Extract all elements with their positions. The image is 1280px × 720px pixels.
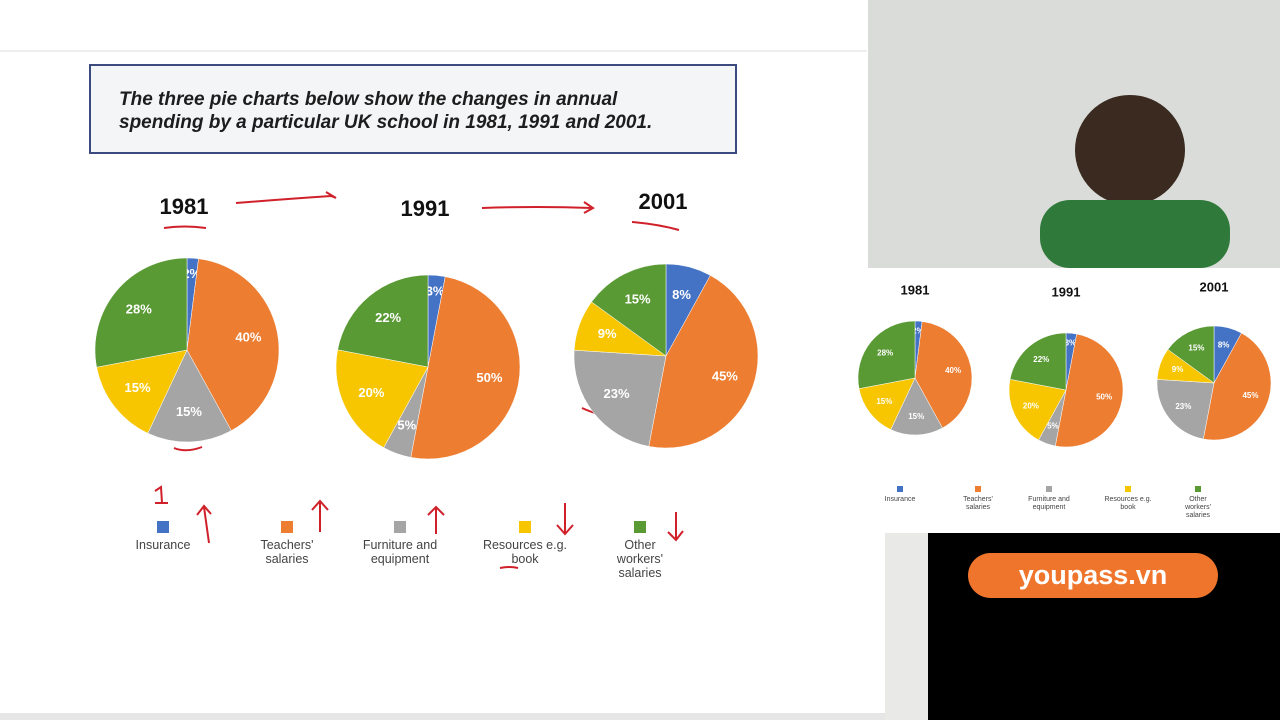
pie-slice xyxy=(96,349,188,434)
pie-slice xyxy=(94,257,188,368)
pie-slice xyxy=(857,320,916,389)
legend-label: Other workers' salaries xyxy=(1185,496,1211,519)
pie-slice xyxy=(1203,332,1272,441)
pie-slice xyxy=(1156,379,1215,440)
brand-button[interactable]: youpass.vn xyxy=(968,553,1218,598)
legend-label: Insurance xyxy=(884,496,916,503)
legend-label: Resources e.g. book xyxy=(1104,496,1152,511)
legend-label: Furniture and equipment xyxy=(362,538,438,566)
legend-swatch xyxy=(975,486,981,492)
slice-label: 23% xyxy=(1175,402,1191,411)
slice-label: 23% xyxy=(604,386,630,401)
pie-slice xyxy=(591,263,667,357)
webcam-person-shirt xyxy=(1040,200,1230,268)
legend-swatch xyxy=(157,521,169,533)
slice-label: 40% xyxy=(945,366,961,375)
pie-slice xyxy=(648,275,759,449)
legend-label: Other workers' salaries xyxy=(616,538,664,580)
pie-slice xyxy=(890,377,943,436)
slice-label: 28% xyxy=(877,348,893,357)
slice-label: 3% xyxy=(1065,339,1077,348)
pie-slice xyxy=(1008,379,1067,441)
slice-label: 50% xyxy=(1096,392,1112,401)
slice-label: 15% xyxy=(176,404,202,419)
pie-slice xyxy=(1055,333,1123,448)
pie-slice xyxy=(858,377,916,430)
slice-label: 15% xyxy=(625,292,651,307)
slice-label: 45% xyxy=(712,369,738,384)
legend-label: Furniture and equipment xyxy=(1028,496,1070,511)
slice-label: 9% xyxy=(598,326,617,341)
pie-slice xyxy=(337,274,429,368)
pie-title: 2001 xyxy=(1200,279,1229,294)
slice-label: 45% xyxy=(1242,391,1258,400)
legend-label: Teachers' salaries xyxy=(963,496,993,511)
slice-label: 15% xyxy=(876,397,892,406)
legend-label: Teachers' salaries xyxy=(260,538,314,566)
bottom-bar xyxy=(0,713,885,720)
slice-label: 28% xyxy=(126,302,152,317)
legend-swatch xyxy=(394,521,406,533)
prompt: The three pie charts below show the chan… xyxy=(89,64,737,154)
pie-slice xyxy=(573,349,667,447)
pie-slice xyxy=(335,349,429,448)
legend-swatch xyxy=(897,486,903,492)
slice-label: 22% xyxy=(1033,355,1049,364)
side-gap xyxy=(885,533,928,720)
slice-label: 3% xyxy=(426,283,445,298)
slice-label: 15% xyxy=(908,412,924,421)
slice-label: 15% xyxy=(1188,344,1204,353)
legend-label: Insurance xyxy=(135,538,191,552)
legend-swatch xyxy=(1195,486,1201,492)
slice-label: 8% xyxy=(672,287,691,302)
pie-title: 1981 xyxy=(901,282,930,297)
slice-label: 8% xyxy=(1218,341,1230,350)
pie-slice xyxy=(914,321,973,429)
slice-label: 22% xyxy=(375,310,401,325)
pie-slice xyxy=(410,276,520,460)
slice-label: 20% xyxy=(358,385,384,400)
webcam-person-head xyxy=(1075,95,1185,205)
pie-slice xyxy=(1009,332,1067,391)
legend-swatch xyxy=(1125,486,1131,492)
legend-swatch xyxy=(1046,486,1052,492)
slice-label: 2% xyxy=(912,326,924,335)
pie-title: 2001 xyxy=(639,189,688,214)
slice-label: 9% xyxy=(1172,365,1184,374)
slice-label: 50% xyxy=(476,370,502,385)
slice-label: 5% xyxy=(397,417,416,432)
legend-swatch xyxy=(634,521,646,533)
pie-title: 1991 xyxy=(401,196,450,221)
legend-swatch xyxy=(519,521,531,533)
legend-label: Resources e.g. book xyxy=(482,538,568,566)
legend-swatch xyxy=(281,521,293,533)
slice-label: 15% xyxy=(125,380,151,395)
slice-label: 40% xyxy=(235,330,261,345)
slice-label: 20% xyxy=(1023,402,1039,411)
slice-label: 5% xyxy=(1047,422,1059,431)
pie-slice xyxy=(186,258,280,431)
pie-slice xyxy=(147,349,232,443)
pie-title: 1991 xyxy=(1052,284,1081,299)
pie-slice xyxy=(1167,325,1215,384)
pie-title: 1981 xyxy=(160,194,209,219)
